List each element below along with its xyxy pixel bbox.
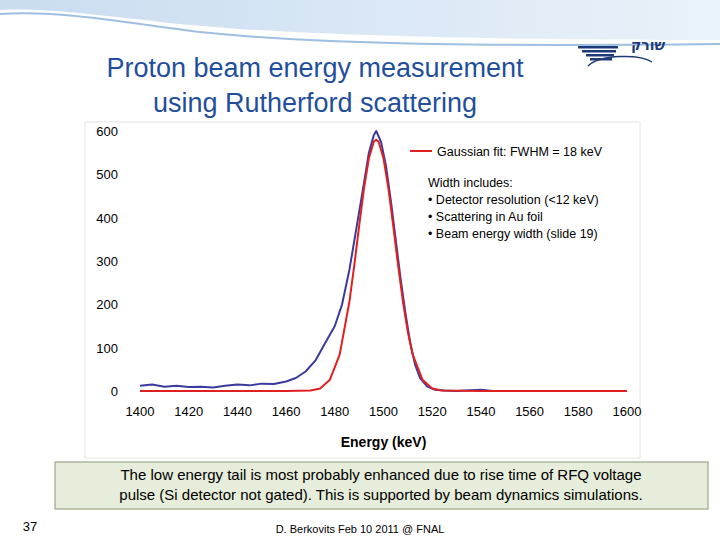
x-tick-label: 1460 [272, 404, 301, 419]
legend-swatch [410, 150, 432, 152]
legend-label: Gaussian fit: FWHM = 18 keV [437, 145, 603, 159]
x-tick-label: 1480 [320, 404, 349, 419]
x-tick-label: 1600 [613, 404, 642, 419]
y-tick-label: 0 [111, 384, 118, 399]
note-text: The low energy tail is most probably enh… [120, 466, 641, 483]
title: using Rutherford scattering [153, 88, 477, 118]
plot-data [140, 131, 627, 391]
y-tick-label: 600 [96, 124, 118, 139]
chart-panel [85, 122, 640, 458]
series-line [140, 131, 627, 391]
y-tick [137, 304, 140, 305]
series-line [140, 140, 627, 391]
y-tick [137, 261, 140, 262]
axes: 0 100 200 300 400 500 600 1400 1420 1440 1460 1480 1… [96, 124, 641, 450]
y-tick-label: 100 [96, 341, 118, 356]
y-tick [137, 174, 140, 175]
x-tick-label: 1560 [515, 404, 544, 419]
y-tick [137, 217, 140, 218]
footer: D. Berkovits Feb 10 2011 @ FNAL [276, 523, 445, 535]
logo-arc [588, 56, 652, 66]
logo-text: שורק [631, 37, 666, 53]
note-box [55, 462, 708, 509]
logo-bar [586, 54, 614, 57]
slide: שורק Proton beam energy measurement using … [0, 0, 720, 540]
x-tick [383, 391, 384, 394]
x-tick-label: 1400 [126, 404, 155, 419]
logo: שורק [578, 37, 665, 66]
annotation: • Detector resolution (<12 keV) [428, 193, 599, 207]
x-tick-label: 1580 [564, 404, 593, 419]
logo-bar [582, 50, 616, 53]
y-tick-label: 500 [96, 167, 118, 182]
legend: Gaussian fit: FWHM = 18 keV [410, 145, 603, 159]
y-tick-label: 300 [96, 254, 118, 269]
header-curve [0, 13, 720, 45]
page-number: 37 [23, 519, 37, 534]
x-tick-label: 1420 [174, 404, 203, 419]
x-tick-label: 1440 [223, 404, 252, 419]
y-tick-label: 200 [96, 297, 118, 312]
note-text: pulse (Si detector not gated). This is s… [119, 486, 642, 503]
x-tick [432, 391, 433, 394]
x-tick-label: 1520 [418, 404, 447, 419]
logo-bar [578, 46, 618, 49]
annotation: • Scattering in Au foil [428, 210, 543, 224]
annotation: Width includes: [428, 176, 513, 190]
x-tick [334, 391, 335, 394]
x-tick-label: 1540 [466, 404, 495, 419]
y-tick [137, 131, 140, 132]
y-tick [137, 347, 140, 348]
title: Proton beam energy measurement [106, 53, 524, 83]
annotation: • Beam energy width (slide 19) [428, 227, 598, 241]
x-axis-label: Energy (keV) [341, 434, 427, 450]
x-tick-label: 1500 [369, 404, 398, 419]
y-tick-label: 400 [96, 211, 118, 226]
